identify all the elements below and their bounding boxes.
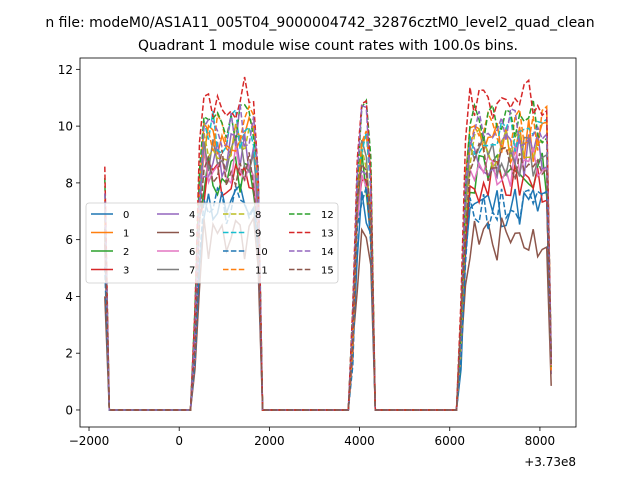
- legend-label: 7: [189, 266, 195, 277]
- x-tick-label: 2000: [254, 434, 285, 448]
- y-tick-label: 2: [65, 347, 73, 361]
- y-tick-label: 8: [65, 176, 73, 190]
- legend-label: 11: [255, 266, 268, 277]
- legend-label: 13: [321, 229, 334, 240]
- legend-label: 2: [123, 247, 129, 258]
- legend-label: 1: [123, 229, 129, 240]
- legend-label: 10: [255, 247, 268, 258]
- legend-label: 3: [123, 266, 129, 277]
- legend-label: 15: [321, 266, 334, 277]
- legend-label: 9: [255, 229, 261, 240]
- chart-suptitle: n file: modeM0/AS1A11_005T04_9000004742_…: [45, 15, 594, 31]
- y-tick-label: 4: [65, 290, 73, 304]
- legend-label: 14: [321, 247, 334, 258]
- y-tick-label: 12: [58, 63, 73, 77]
- plot-frame: [79, 57, 577, 428]
- legend-label: 8: [255, 210, 261, 221]
- y-tick-label: 10: [58, 120, 73, 134]
- legend-label: 12: [321, 210, 334, 221]
- legend-label: 5: [189, 229, 195, 240]
- series-line-14: [104, 103, 552, 411]
- x-tick-label: 8000: [525, 434, 556, 448]
- legend-box: [85, 202, 339, 284]
- x-tick-label: −2000: [69, 434, 110, 448]
- x-offset-label: +3.73e8: [524, 455, 576, 469]
- x-tick-label: 6000: [434, 434, 465, 448]
- chart-title: Quadrant 1 module wise count rates with …: [138, 38, 518, 54]
- y-tick-label: 0: [65, 403, 73, 417]
- legend-label: 0: [123, 210, 129, 221]
- legend-label: 6: [189, 247, 195, 258]
- series-line-10: [104, 185, 552, 411]
- x-tick-label: 0: [175, 434, 183, 448]
- series-line-15: [104, 142, 552, 411]
- y-tick-label: 6: [65, 233, 73, 247]
- series-lines: [104, 76, 552, 411]
- x-tick-label: 4000: [344, 434, 375, 448]
- legend-label: 4: [189, 210, 195, 221]
